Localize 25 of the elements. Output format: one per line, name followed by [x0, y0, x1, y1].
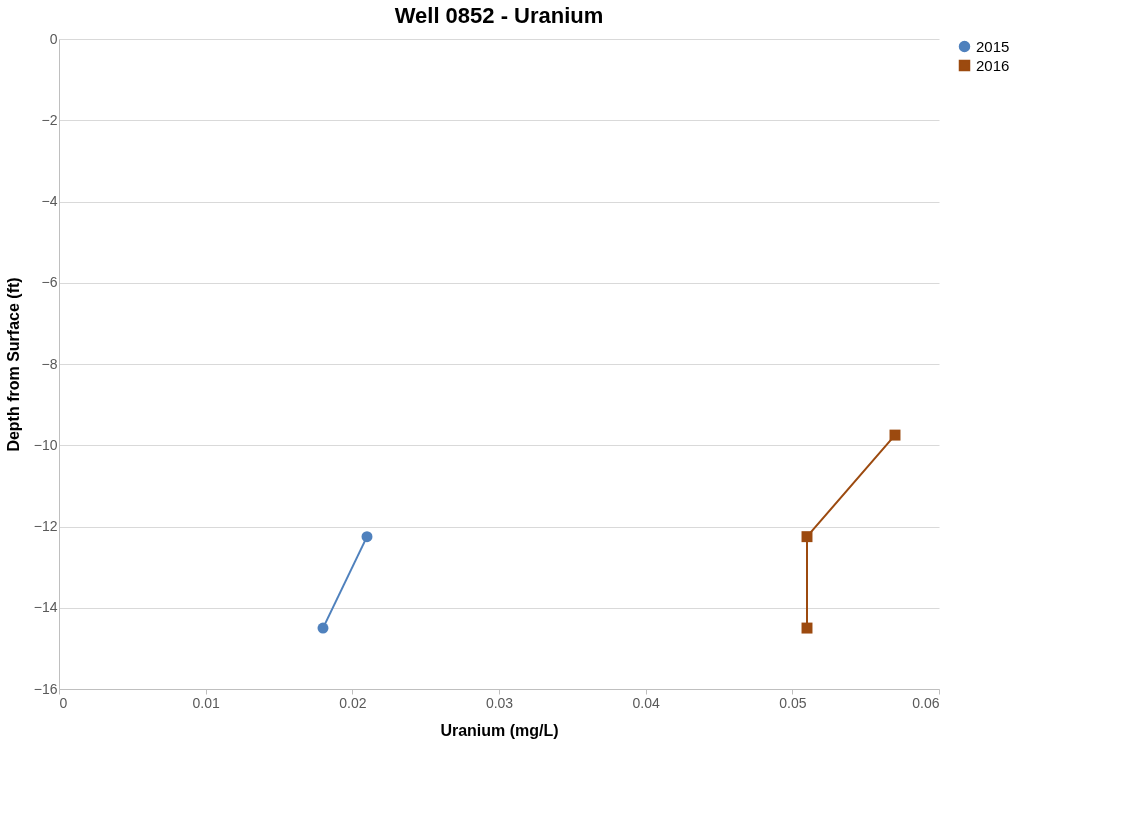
x-tick-label: 0.05 — [779, 694, 807, 711]
x-tick-label: 0.03 — [485, 694, 514, 711]
point — [361, 531, 373, 543]
x-tick-label: 0.02 — [339, 694, 367, 711]
x-axis-title: Uranium (mg/L) — [440, 721, 559, 739]
point — [801, 531, 813, 543]
legend-label: 2016 — [976, 56, 1010, 74]
x-tick-label: 0.06 — [912, 694, 940, 711]
y-tick-label: 0 — [49, 30, 58, 47]
y-tick-label: −10 — [33, 436, 58, 453]
point — [801, 622, 813, 634]
x-tick-label: 0.04 — [632, 694, 660, 711]
y-axis-title: Depth from Surface (ft) — [4, 277, 22, 452]
y-tick-label: −2 — [41, 111, 58, 128]
x-tick-label: 0.01 — [192, 694, 220, 711]
point — [889, 429, 901, 441]
y-tick-label: −6 — [41, 274, 58, 291]
y-tick-label: −14 — [33, 599, 58, 616]
y-tick-label: −4 — [41, 193, 58, 209]
legend-label: 2015 — [976, 37, 1010, 55]
y-tick-label: −8 — [41, 355, 58, 372]
y-tick-label: −16 — [33, 680, 58, 697]
chart-title: Well 0852 - Uranium — [394, 3, 604, 28]
y-tick-label: −12 — [33, 518, 58, 534]
point — [317, 622, 329, 634]
